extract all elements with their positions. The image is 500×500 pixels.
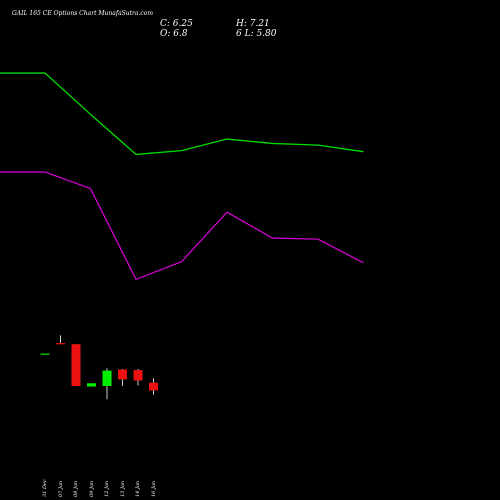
x-tick-label: 13 Jan — [119, 480, 126, 497]
x-tick-label: 14 Jan — [135, 480, 141, 497]
x-tick-label: 31 Dec — [42, 479, 48, 497]
candle — [71, 344, 81, 386]
x-tick-label: 07 Jan — [57, 480, 64, 497]
x-tick-label: 16 Jan — [150, 480, 157, 497]
candle-body — [133, 370, 143, 381]
open-value: O: 6.8 — [160, 29, 188, 39]
series-line-2 — [0, 171, 364, 281]
x-tick-label: 12 Jan — [104, 480, 110, 497]
candle-body — [118, 369, 127, 380]
x-tick-label: 09 Jan — [88, 480, 95, 497]
series-line-1 — [0, 72, 364, 156]
candle — [118, 368, 127, 386]
candle-body — [102, 370, 112, 386]
chart-title: GAIL 165 CE Options Chart MunafaSutra.co… — [12, 10, 154, 17]
candle — [133, 368, 143, 386]
candles — [40, 335, 158, 400]
candle-body — [71, 344, 81, 386]
indicator-lines — [0, 72, 364, 281]
candle-body — [149, 382, 158, 391]
low-value: 6 L: 5.80 — [236, 29, 277, 39]
candle — [56, 335, 65, 345]
candle-body — [40, 353, 50, 355]
candle — [149, 378, 158, 395]
close-value: C: 6.25 — [160, 19, 193, 29]
candle — [40, 353, 50, 355]
x-tick-label: 08 Jan — [73, 480, 79, 497]
high-value: H: 7.21 — [236, 19, 270, 29]
candle-body — [87, 383, 96, 387]
candle — [87, 383, 96, 387]
candle — [102, 368, 112, 400]
candle-body — [56, 343, 65, 345]
